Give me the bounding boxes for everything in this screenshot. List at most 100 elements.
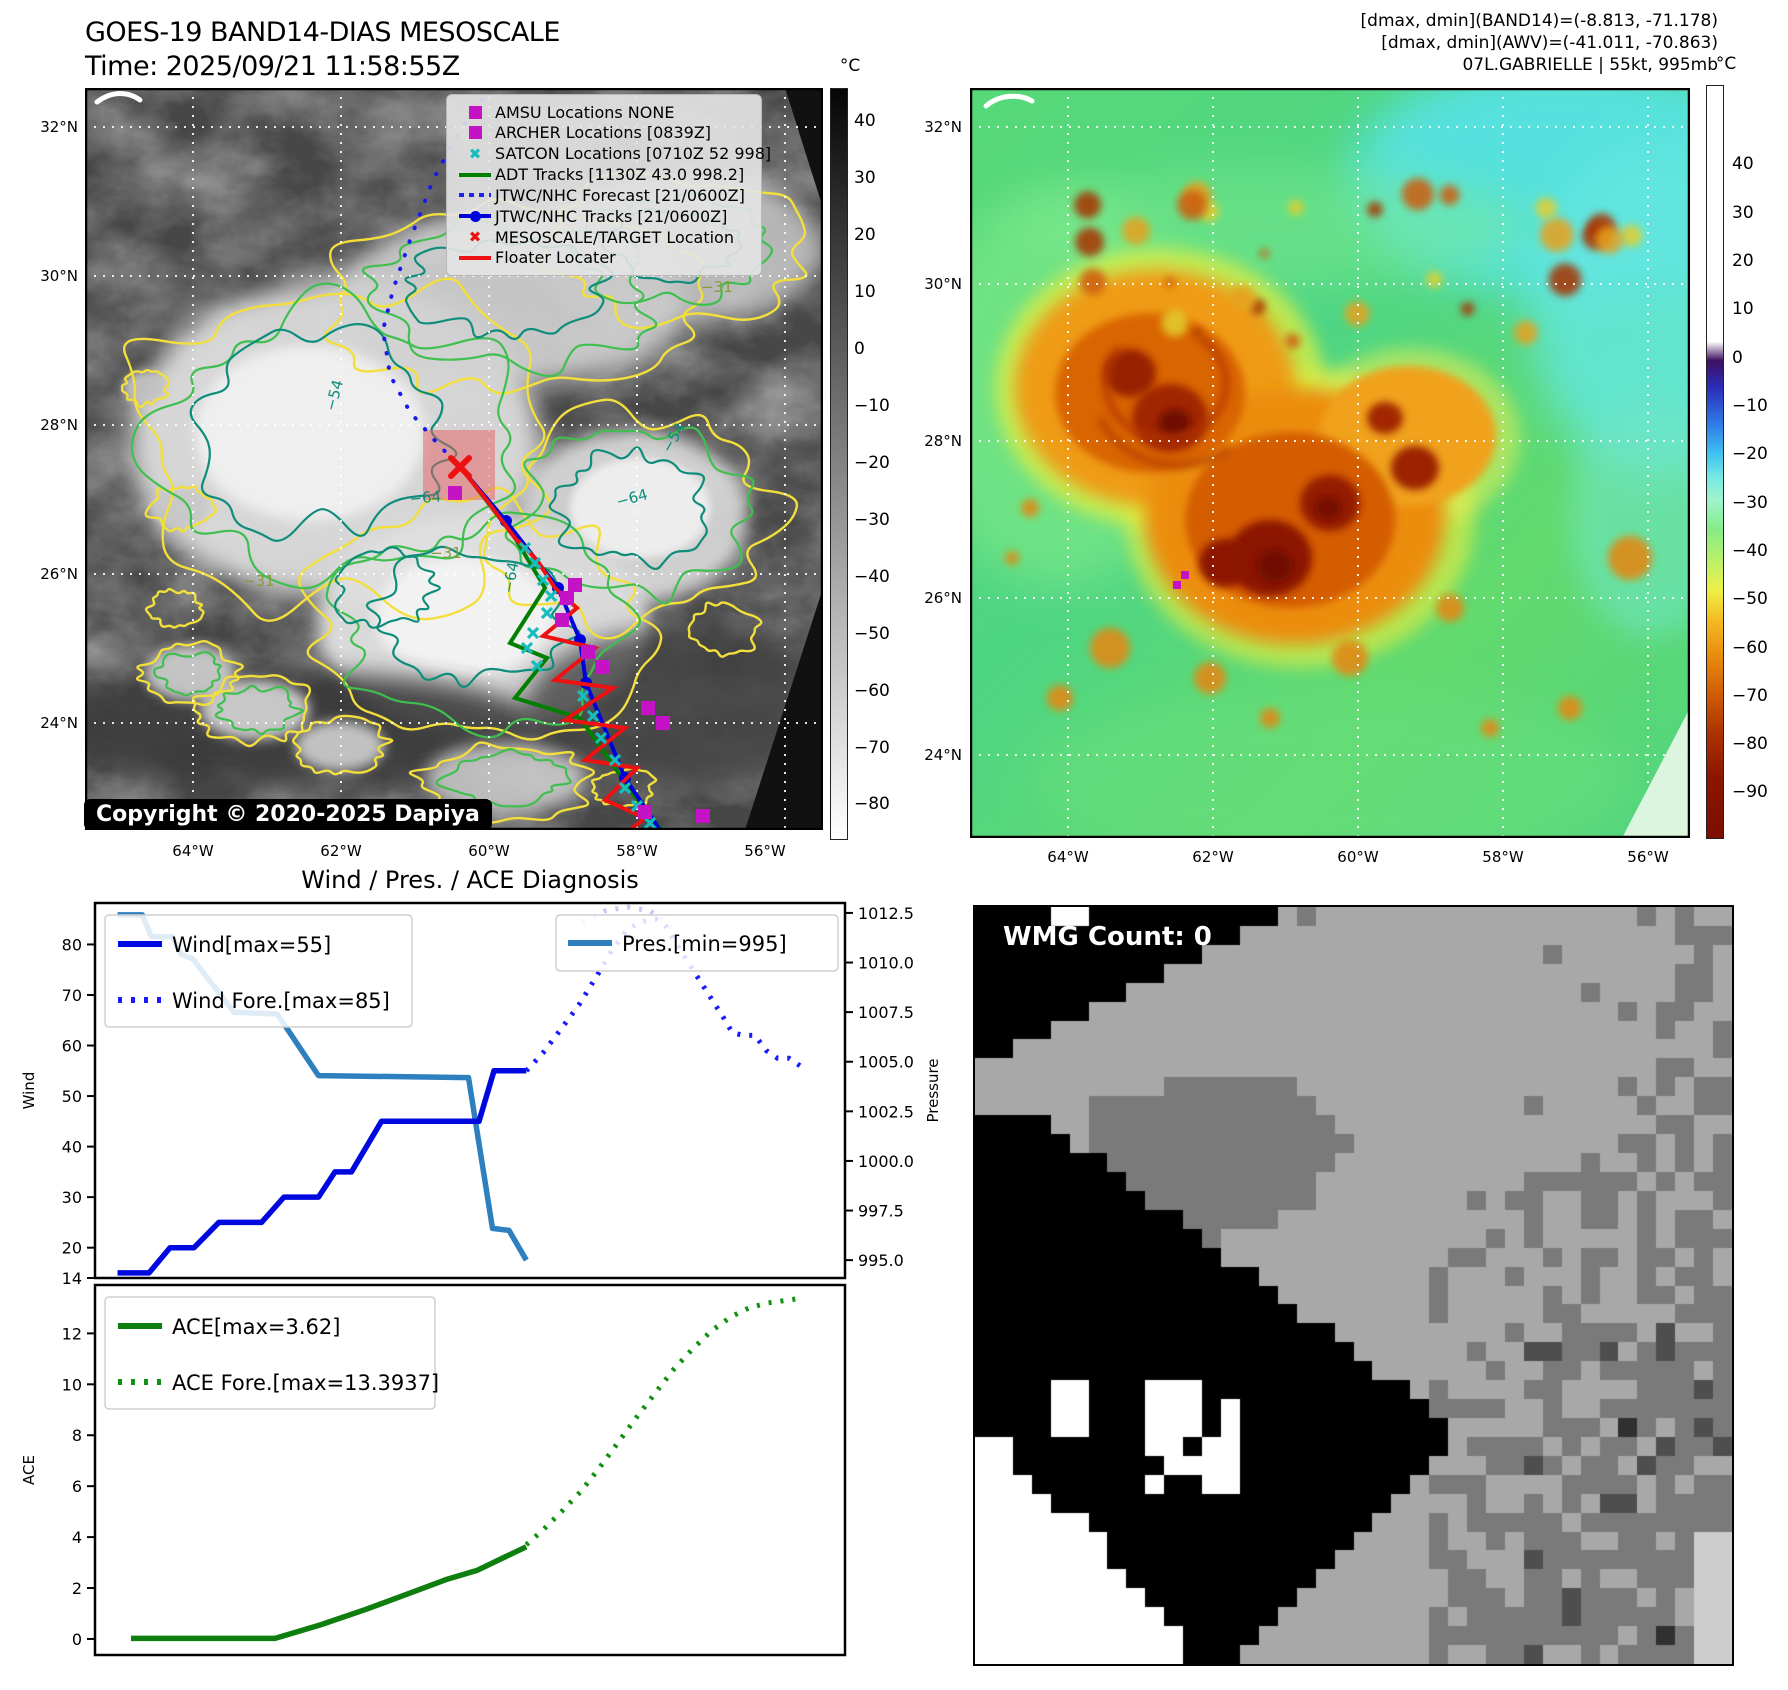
wind-tick-label: 20 xyxy=(62,1239,82,1258)
legend-item: ADT Tracks [1130Z 43.0 998.2] xyxy=(455,165,751,185)
pressure-tick-label: 1012.5 xyxy=(858,904,914,923)
legend-item-label: Floater Locater xyxy=(495,248,616,268)
contour-label: −31 xyxy=(430,544,462,562)
pressure-tick-label: 1000.0 xyxy=(858,1152,914,1171)
right-colorbar-tick: −50 xyxy=(1732,589,1768,609)
right-lon-tick: 60°W xyxy=(1337,848,1379,866)
right-lat-tick: 32°N xyxy=(924,118,962,136)
ace-tick-label: 10 xyxy=(62,1375,82,1394)
left-colorbar-tick: −10 xyxy=(854,396,890,416)
right-colorbar-title: °C xyxy=(1715,54,1737,74)
series-ace-max-3-62- xyxy=(131,1544,528,1642)
legend-wind-fore: Wind Fore.[max=85] xyxy=(172,989,390,1013)
wmg-count-label: WMG Count: 0 xyxy=(1003,922,1212,952)
legend-item: JTWC/NHC Tracks [21/0600Z] xyxy=(455,206,751,226)
square-legend-marker xyxy=(455,105,495,119)
left-lon-tick: 62°W xyxy=(320,842,362,860)
series-wind-max-55- xyxy=(117,1068,527,1276)
left-colorbar-tick: 10 xyxy=(854,282,876,302)
wind-tick-label: 60 xyxy=(62,1037,82,1056)
left-colorbar-tick: −80 xyxy=(854,794,890,814)
wind-tick-label: 40 xyxy=(62,1138,82,1157)
ace-tick-label: 2 xyxy=(72,1579,82,1598)
storm-status: 07L.GABRIELLE | 55kt, 995mb xyxy=(1462,55,1718,75)
fix-location-marker xyxy=(448,486,462,500)
ace-axis-label: ACE xyxy=(20,1455,38,1485)
left-colorbar-tick: 0 xyxy=(854,339,865,359)
jtwc-forecast-track xyxy=(380,88,492,469)
left-lat-tick: 32°N xyxy=(40,118,78,136)
wind-tick-label: 14 xyxy=(62,1269,82,1288)
right-lon-tick: 62°W xyxy=(1192,848,1234,866)
line-legend-marker xyxy=(455,255,495,260)
dmax-dmin-band14: [dmax, dmin](BAND14)=(-8.813, -71.178) xyxy=(1360,11,1718,31)
wind-axis-label: Wind xyxy=(20,1072,38,1110)
left-lat-tick: 24°N xyxy=(40,714,78,732)
left-colorbar-tick: 30 xyxy=(854,168,876,188)
right-colorbar-tick: −70 xyxy=(1732,686,1768,706)
page-title: GOES-19 BAND14-DIAS MESOSCALE Time: 2025… xyxy=(85,16,560,84)
legend-item-label: JTWC/NHC Tracks [21/0600Z] xyxy=(495,206,728,226)
square-legend-marker xyxy=(455,126,495,140)
fix-location-marker xyxy=(1181,571,1189,579)
fix-location-marker xyxy=(1173,581,1181,589)
wind-tick-label: 50 xyxy=(62,1087,82,1106)
legend-item-label: MESOSCALE/TARGET Location xyxy=(495,227,734,247)
left-colorbar-title: °C xyxy=(839,56,861,76)
right-colorbar-tick: −20 xyxy=(1732,444,1768,464)
right-lat-tick: 26°N xyxy=(924,589,962,607)
left-colorbar-tick: −50 xyxy=(854,624,890,644)
fix-location-marker xyxy=(568,578,582,592)
wind-tick-label: 30 xyxy=(62,1188,82,1207)
right-colorbar-tick: 0 xyxy=(1732,348,1743,368)
right-colorbar-tick: −10 xyxy=(1732,396,1768,416)
legend-item-label: ARCHER Locations [0839Z] xyxy=(495,123,712,143)
right-lon-tick: 64°W xyxy=(1047,848,1089,866)
left-colorbar-tick: −30 xyxy=(854,510,890,530)
dotted-legend-marker xyxy=(455,193,495,198)
fix-location-marker xyxy=(560,591,574,605)
pressure-tick-label: 1005.0 xyxy=(858,1053,914,1072)
fix-location-marker xyxy=(595,660,609,674)
right-colorbar-tick: 20 xyxy=(1732,251,1754,271)
left-lat-tick: 28°N xyxy=(40,416,78,434)
left-colorbar-tick: −20 xyxy=(854,453,890,473)
x-legend-marker: ✖ xyxy=(468,144,482,163)
ace-tick-label: 6 xyxy=(72,1477,82,1496)
legend-item-label: ADT Tracks [1130Z 43.0 998.2] xyxy=(495,165,745,185)
legend-item: ✖ SATCON Locations [0710Z 52 998] xyxy=(455,144,771,164)
right-lat-tick: 28°N xyxy=(924,432,962,450)
legend-ace: ACE[max=3.62] xyxy=(172,1315,340,1339)
legend-pres: Pres.[min=995] xyxy=(622,932,787,956)
fix-location-marker xyxy=(656,716,670,730)
series-ace-fore-max-13-3937- xyxy=(524,1295,805,1547)
left-lon-tick: 60°W xyxy=(468,842,510,860)
diagnosis-chart-title: Wind / Pres. / ACE Diagnosis xyxy=(301,866,639,894)
left-colorbar xyxy=(830,88,848,840)
right-colorbar-tick: −60 xyxy=(1732,638,1768,658)
timestamp: Time: 2025/09/21 11:58:55Z xyxy=(85,51,460,82)
right-lon-tick: 56°W xyxy=(1627,848,1669,866)
legend-item: AMSU Locations NONE xyxy=(455,102,751,122)
legend-item: ✖ MESOSCALE/TARGET Location xyxy=(455,227,751,247)
header-meta: [dmax, dmin](BAND14)=(-8.813, -71.178) [… xyxy=(1361,10,1718,76)
dmax-dmin-awv: [dmax, dmin](AWV)=(-41.011, -70.863) xyxy=(1381,33,1718,53)
fix-location-marker xyxy=(581,645,595,659)
ace-tick-label: 8 xyxy=(72,1426,82,1445)
legend-wind: Wind[max=55] xyxy=(172,933,331,957)
legend-item-label: SATCON Locations [0710Z 52 998] xyxy=(495,144,772,164)
right-colorbar-tick: −40 xyxy=(1732,541,1768,561)
pressure-tick-label: 1010.0 xyxy=(858,954,914,973)
adt-track xyxy=(461,468,665,830)
left-colorbar-tick: 40 xyxy=(854,111,876,131)
left-lon-tick: 56°W xyxy=(744,842,786,860)
copyright-badge: Copyright © 2020-2025 Dapiya xyxy=(84,799,492,830)
fix-location-marker xyxy=(641,701,655,715)
right-lat-tick: 30°N xyxy=(924,275,962,293)
awv-satellite-map xyxy=(970,88,1690,838)
contour-label: −64 xyxy=(499,560,522,594)
right-colorbar-tick: −30 xyxy=(1732,493,1768,513)
ace-tick-label: 12 xyxy=(62,1324,82,1343)
pressure-axis-label: Pressure xyxy=(924,1058,942,1122)
left-colorbar-tick: −60 xyxy=(854,681,890,701)
